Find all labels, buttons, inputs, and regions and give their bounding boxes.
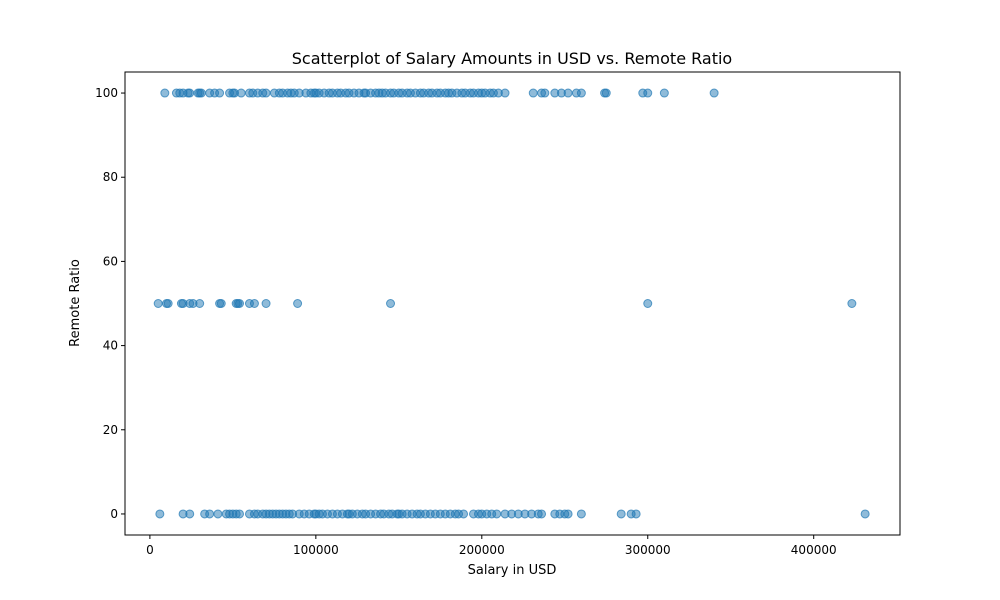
data-point: [528, 88, 538, 98]
data-point: [459, 509, 469, 519]
data-point: [643, 88, 653, 98]
data-point: [563, 509, 573, 519]
x-tick-label: 200000: [459, 543, 505, 557]
data-point: [576, 88, 586, 98]
data-point: [576, 509, 586, 519]
data-point: [492, 509, 502, 519]
data-point: [261, 299, 271, 308]
x-axis-ticks: 0 100000 200000 300000 400000: [146, 535, 837, 557]
data-point: [386, 299, 396, 308]
x-tick-label: 0: [146, 543, 154, 557]
data-point: [293, 299, 303, 308]
data-point: [216, 299, 226, 308]
y-tick-label: 60: [103, 254, 118, 268]
data-point: [153, 299, 163, 308]
data-point: [155, 509, 165, 519]
data-point: [261, 88, 271, 98]
data-point: [631, 509, 641, 519]
data-point: [500, 88, 510, 98]
data-point: [195, 299, 205, 308]
y-axis-label: Remote Ratio: [68, 259, 83, 347]
plot-frame: [124, 71, 901, 536]
y-tick-label: 40: [103, 339, 118, 353]
y-axis-ticks: 0 20 40 60 80 100: [95, 86, 125, 521]
data-point: [709, 88, 719, 98]
data-point: [205, 509, 215, 519]
chart-title: Scatterplot of Salary Amounts in USD vs.…: [292, 49, 732, 68]
data-point: [643, 299, 653, 308]
data-point: [616, 509, 626, 519]
y-tick-label: 20: [103, 423, 118, 437]
y-tick-label: 0: [110, 507, 118, 521]
data-point: [196, 88, 206, 98]
data-point: [235, 299, 245, 308]
y-tick-label: 100: [95, 86, 118, 100]
data-point: [185, 88, 195, 98]
data-point: [213, 509, 223, 519]
data-point: [847, 299, 857, 308]
x-tick-label: 300000: [625, 543, 671, 557]
data-point: [185, 509, 195, 519]
data-point: [563, 88, 573, 98]
x-axis-label: Salary in USD: [468, 563, 557, 578]
data-point: [659, 88, 669, 98]
x-tick-label: 400000: [791, 543, 837, 557]
data-point: [540, 88, 550, 98]
data-point: [860, 509, 870, 519]
data-points: [153, 88, 870, 519]
data-point: [236, 88, 246, 98]
data-point: [163, 299, 173, 308]
data-point: [215, 88, 225, 98]
y-tick-label: 80: [103, 170, 118, 184]
data-point: [537, 509, 547, 519]
data-point: [249, 299, 259, 308]
data-point: [160, 88, 170, 98]
data-point: [601, 88, 611, 98]
data-point: [235, 509, 245, 519]
x-tick-label: 100000: [293, 543, 339, 557]
